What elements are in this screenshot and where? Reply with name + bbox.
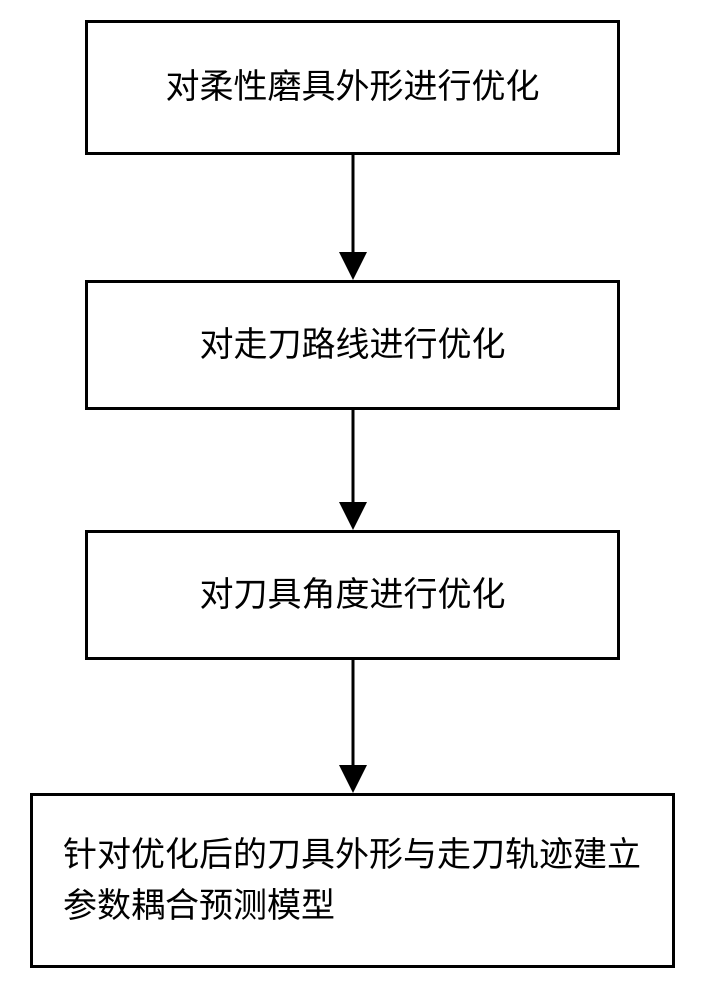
flowchart-arrow-3 (338, 660, 368, 793)
arrow-head-icon (339, 502, 367, 530)
node-label: 对刀具角度进行优化 (180, 560, 526, 631)
node-label: 针对优化后的刀具外形与走刀轨迹建立参数耦合预测模型 (33, 810, 672, 952)
arrow-head-icon (339, 252, 367, 280)
flowchart-container: 对柔性磨具外形进行优化 对走刀路线进行优化 对刀具角度进行优化 针对优化后的刀具… (0, 0, 706, 1000)
flowchart-node-2: 对走刀路线进行优化 (85, 280, 620, 410)
node-label: 对柔性磨具外形进行优化 (146, 52, 560, 123)
arrow-line (352, 155, 355, 252)
flowchart-node-1: 对柔性磨具外形进行优化 (85, 20, 620, 155)
flowchart-arrow-1 (338, 155, 368, 280)
arrow-head-icon (339, 765, 367, 793)
arrow-line (352, 660, 355, 765)
arrow-line (352, 410, 355, 502)
flowchart-node-3: 对刀具角度进行优化 (85, 530, 620, 660)
flowchart-arrow-2 (338, 410, 368, 530)
node-label: 对走刀路线进行优化 (180, 310, 526, 381)
flowchart-node-4: 针对优化后的刀具外形与走刀轨迹建立参数耦合预测模型 (30, 793, 675, 968)
